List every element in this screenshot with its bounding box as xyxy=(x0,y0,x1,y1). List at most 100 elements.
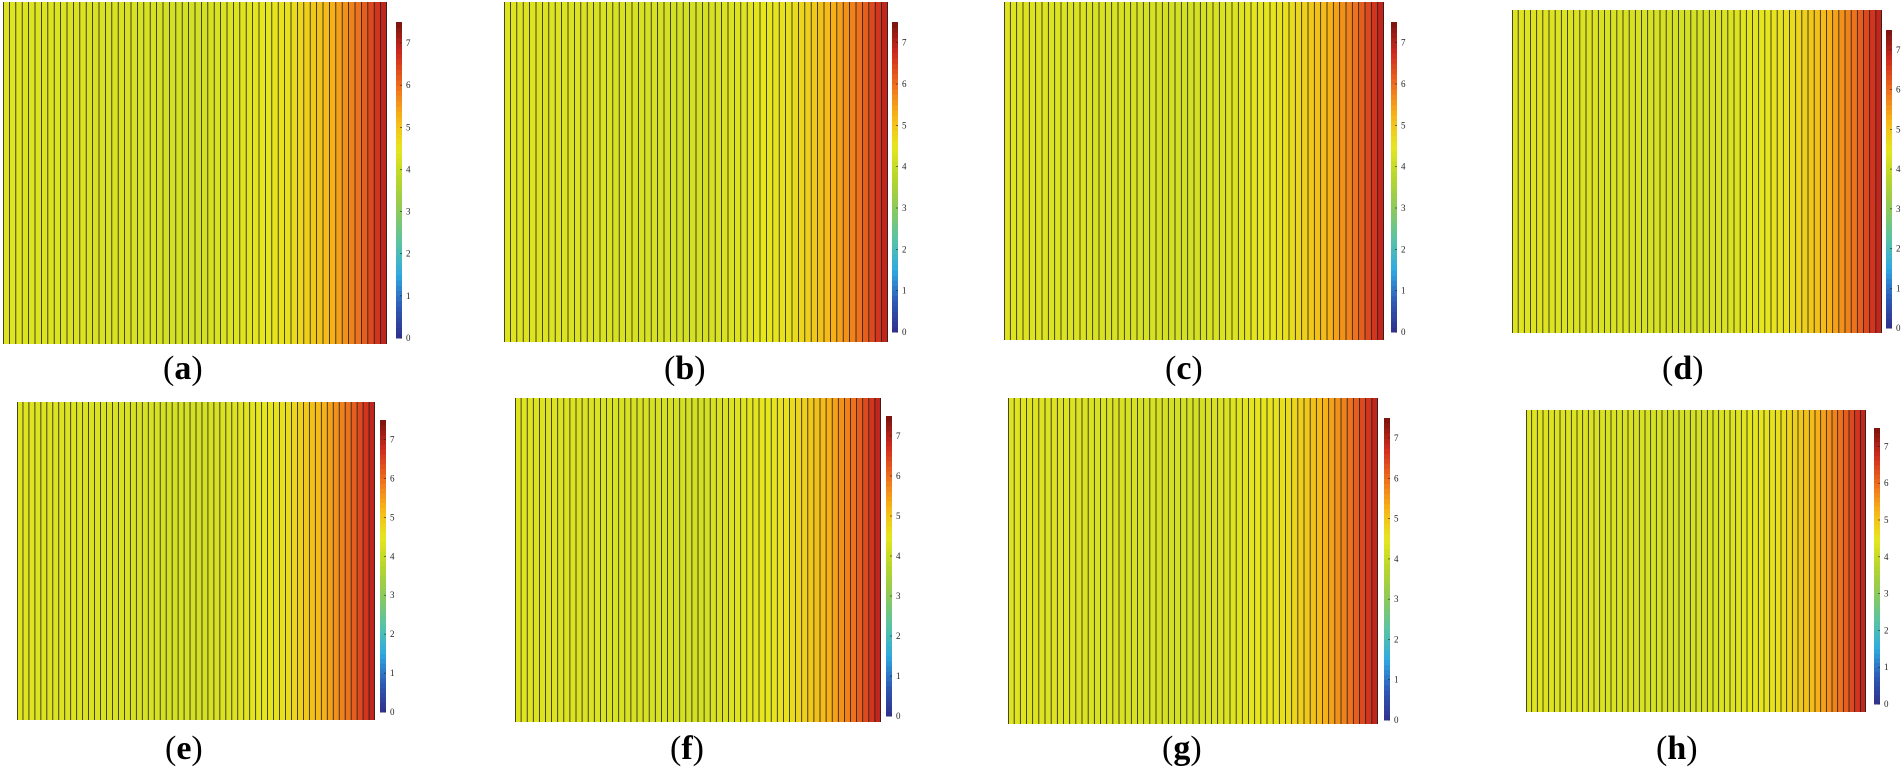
heatmap-cell xyxy=(321,402,328,720)
heatmap-cell xyxy=(255,402,263,720)
colorbar-segment xyxy=(1391,161,1397,168)
heatmap-cell xyxy=(1857,10,1864,333)
heatmap-cell xyxy=(759,398,766,722)
heatmap-cell xyxy=(569,398,577,722)
colorbar-segment xyxy=(1886,119,1892,125)
colorbar-segment xyxy=(1886,134,1892,140)
heatmap-cell xyxy=(1073,2,1081,340)
colorbar-segment xyxy=(886,556,892,562)
heatmap-cell xyxy=(130,402,137,720)
heatmap-cell xyxy=(516,2,524,342)
heatmap-cell xyxy=(261,402,268,720)
heatmap-cell xyxy=(542,2,550,342)
heatmap-cell xyxy=(1777,10,1784,333)
colorbar-segment xyxy=(1874,533,1880,539)
heatmap-cell xyxy=(1328,398,1336,724)
colorbar-segment xyxy=(1384,558,1390,565)
heatmap-cell xyxy=(1248,398,1256,724)
colorbar-segment xyxy=(886,536,892,542)
heatmap-cell xyxy=(1798,410,1805,712)
heatmap-cell xyxy=(1162,398,1169,724)
colorbar-segment xyxy=(886,616,892,622)
colorbar-segment xyxy=(380,439,386,445)
colorbar-segment xyxy=(1874,602,1880,608)
colorbar-segment xyxy=(1874,529,1880,535)
colorbar-segment xyxy=(1384,428,1390,434)
heatmap-cell xyxy=(1758,10,1766,333)
colorbar-segment xyxy=(1886,99,1892,105)
colorbar-segment xyxy=(1874,515,1880,521)
heatmap-cell xyxy=(746,398,754,722)
colorbar-tick-label: 3 xyxy=(1401,203,1406,213)
colorbar-segment xyxy=(1874,658,1880,664)
colorbar-segment xyxy=(1886,268,1892,274)
colorbar-segment xyxy=(380,424,386,431)
colorbar-segment xyxy=(380,434,386,440)
colorbar-segment xyxy=(886,551,892,557)
colorbar-segment xyxy=(396,148,402,155)
heatmap-cell xyxy=(285,402,292,720)
heatmap-cell xyxy=(106,402,113,720)
colorbar-segment xyxy=(1886,174,1892,180)
colorbar-segment xyxy=(1874,561,1880,567)
heatmap-cell xyxy=(1310,398,1317,724)
colorbar-segment xyxy=(1384,473,1390,479)
heatmap-cell xyxy=(1554,410,1561,712)
heatmap-cell xyxy=(1333,2,1341,340)
heatmap-cell xyxy=(137,2,145,344)
colorbar-tick-label: 7 xyxy=(896,431,901,441)
heatmap-cell xyxy=(1168,2,1176,340)
heatmap-cell xyxy=(22,402,30,720)
heatmap-cell xyxy=(1701,410,1708,712)
colorbar-segment xyxy=(380,429,386,436)
colorbar-segment xyxy=(1391,171,1397,178)
colorbar-segment xyxy=(1874,455,1880,461)
colorbar-segment xyxy=(1886,263,1892,269)
heatmap-cell xyxy=(1633,410,1640,712)
colorbar-segment xyxy=(892,259,898,266)
heatmap-cell xyxy=(771,398,778,722)
colorbar-segment xyxy=(1391,223,1397,230)
heatmap-cell xyxy=(297,2,305,344)
colorbar-segment xyxy=(886,561,892,567)
heatmap-cell xyxy=(836,2,844,342)
colorbar-tick-label: 5 xyxy=(902,120,907,130)
colorbar-segment xyxy=(1384,538,1390,545)
heatmap-cell xyxy=(1225,2,1233,340)
colorbar-segment xyxy=(886,546,892,552)
colorbar-segment xyxy=(1886,34,1892,41)
heatmap-cell xyxy=(539,398,546,722)
colorbar-segment xyxy=(1391,254,1397,261)
colorbar-segment xyxy=(1384,614,1390,620)
heatmap-cell xyxy=(99,2,106,344)
heatmap-cell xyxy=(1697,10,1704,333)
heatmap-cell xyxy=(856,398,864,722)
heatmap-cell xyxy=(777,398,784,722)
heatmap-cell xyxy=(1111,2,1119,340)
colorbar-segment xyxy=(886,486,892,492)
heatmap-cell xyxy=(801,398,809,722)
heatmap-cell xyxy=(1604,10,1612,333)
colorbar-segment xyxy=(892,182,898,188)
colorbar-segment xyxy=(1886,79,1892,86)
colorbar-segment xyxy=(1384,584,1390,590)
heatmap-cell xyxy=(1718,410,1725,712)
colorbar-segment xyxy=(1391,84,1397,90)
colorbar-segment xyxy=(1886,84,1892,91)
heatmap-cell xyxy=(112,402,119,720)
heatmap-cell xyxy=(1260,398,1268,724)
heatmap-cell xyxy=(154,402,161,720)
heatmap-cell xyxy=(1149,398,1157,724)
heatmap-cell xyxy=(265,2,273,344)
colorbar-tick-label: 2 xyxy=(1394,634,1399,644)
heatmap-cell xyxy=(1814,10,1821,333)
heatmap-cell xyxy=(1758,410,1765,712)
colorbar-segment xyxy=(892,192,898,199)
colorbar-segment xyxy=(892,63,898,69)
colorbar-segment xyxy=(892,285,898,292)
colorbar-segment xyxy=(1391,58,1397,64)
colorbar-segment xyxy=(1384,418,1390,424)
heatmap-cell xyxy=(309,402,316,720)
colorbar-segment xyxy=(396,169,402,176)
heatmap-cell xyxy=(807,398,815,722)
